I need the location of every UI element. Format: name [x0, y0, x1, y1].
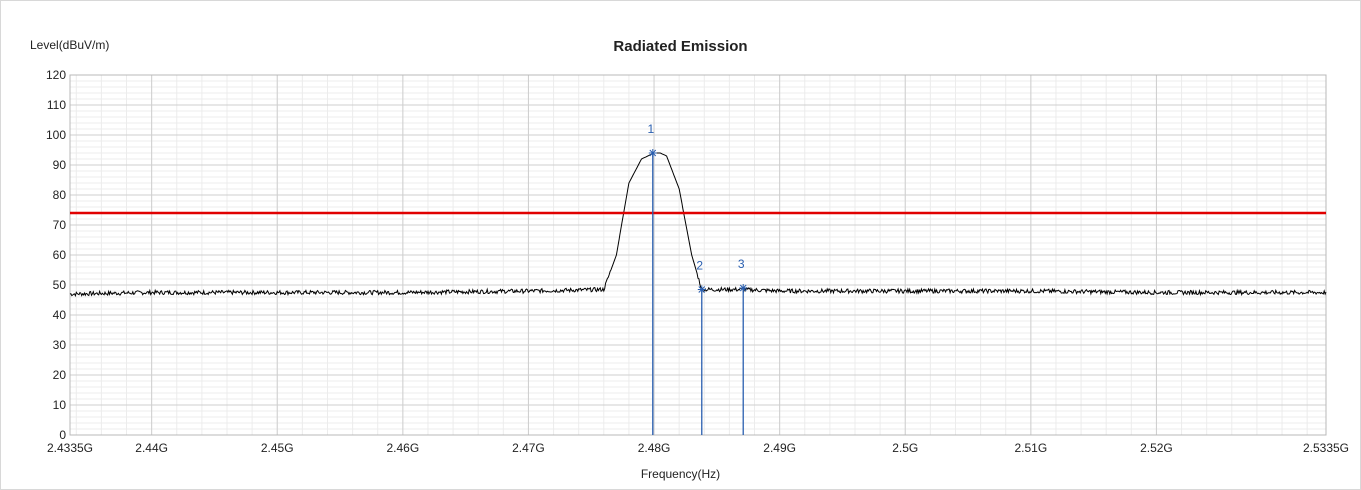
x-tick-label: 2.5335G [1303, 441, 1349, 455]
chart-title: Radiated Emission [613, 38, 748, 55]
emission-trace [69, 152, 1327, 298]
y-tick-label: 120 [46, 68, 66, 82]
y-tick-label: 40 [53, 308, 67, 322]
y-tick-label: 60 [53, 248, 67, 262]
marker-point-3 [739, 284, 747, 292]
x-tick-label: 2.52G [1140, 441, 1173, 455]
y-tick-label: 20 [53, 368, 67, 382]
y-tick-label: 80 [53, 188, 67, 202]
y-tick-label: 50 [53, 278, 67, 292]
y-tick-label: 90 [53, 158, 67, 172]
y-tick-label: 70 [53, 218, 67, 232]
x-tick-label: 2.47G [512, 441, 545, 455]
y-axis-label: Level(dBuV/m) [30, 38, 110, 52]
plot-border [69, 74, 1327, 436]
y-tick-label: 100 [46, 128, 66, 142]
y-tick-label: 10 [53, 398, 67, 412]
x-tick-label: 2.48G [638, 441, 671, 455]
marker-label-2: 2 [696, 259, 703, 273]
marker-point-2 [698, 286, 706, 293]
x-tick-label: 2.51G [1014, 441, 1047, 455]
marker-label-1: 1 [647, 122, 654, 136]
marker-point-1 [649, 149, 657, 157]
x-tick-label: 2.45G [261, 441, 294, 455]
y-tick-label: 110 [47, 98, 66, 112]
x-tick-label: 2.4335G [47, 441, 93, 455]
x-axis-label: Frequency(Hz) [640, 467, 721, 481]
y-tick-label: 30 [53, 338, 67, 352]
marker-label-3: 3 [738, 257, 745, 271]
x-tick-label: 2.44G [135, 441, 168, 455]
x-tick-label: 2.46G [386, 441, 419, 455]
x-tick-label: 2.5G [892, 441, 918, 455]
y-tick-label: 0 [59, 428, 66, 442]
x-tick-label: 2.49G [763, 441, 796, 455]
